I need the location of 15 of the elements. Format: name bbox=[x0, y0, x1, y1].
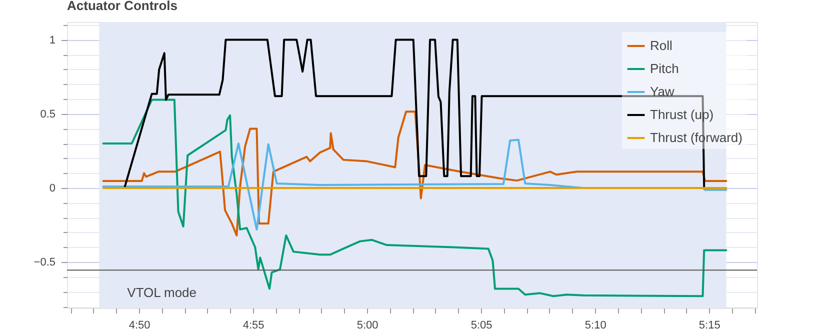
x-tick-label: 5:05 bbox=[470, 320, 492, 332]
x-tick-label: 5:00 bbox=[356, 320, 378, 332]
x-tick-label: 5:10 bbox=[584, 320, 606, 332]
chart-title: Actuator Controls bbox=[67, 0, 178, 13]
x-tick-label: 4:50 bbox=[128, 320, 150, 332]
legend-label: Roll bbox=[650, 38, 673, 53]
legend-label: Yaw bbox=[650, 84, 675, 99]
y-tick-label: 1 bbox=[49, 34, 56, 46]
x-tick-label: 5:15 bbox=[698, 320, 720, 332]
y-tick-label: 0.5 bbox=[40, 108, 56, 120]
legend-label: Pitch bbox=[650, 61, 679, 76]
y-tick-label: 0 bbox=[49, 182, 56, 194]
y-tick-label: −0.5 bbox=[34, 256, 56, 269]
band-label: VTOL mode bbox=[127, 285, 197, 300]
x-tick-label: 4:55 bbox=[242, 320, 264, 332]
